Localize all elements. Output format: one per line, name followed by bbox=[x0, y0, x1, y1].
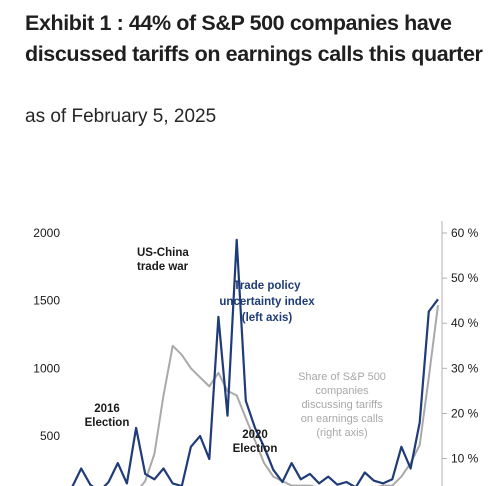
right-tick-label-3: 30 % bbox=[451, 361, 479, 375]
trade-policy-uncertainty-line bbox=[71, 238, 439, 486]
right-tick-label-2: 40 % bbox=[451, 316, 479, 330]
right-tick-label-1: 50 % bbox=[451, 271, 479, 285]
annotation-share-line-3: discussing tariffs bbox=[301, 399, 383, 411]
annotation-tpu-line-1: Trade policy bbox=[233, 280, 301, 292]
annotation-2020-election-year: 2020 bbox=[242, 429, 268, 441]
exhibit-title: Exhibit 1 : 44% of S&P 500 companies hav… bbox=[25, 11, 483, 66]
chart: 2000 1500 1000 500 60 % 50 % 40 % 30 % 20 % 10 %… bbox=[33, 221, 479, 486]
annotation-2016-election-label: Election bbox=[85, 417, 130, 429]
annotation-tpu-line-3: (left axis) bbox=[242, 312, 293, 324]
left-tick-label-1: 1500 bbox=[33, 294, 60, 308]
left-tick-label-3: 500 bbox=[40, 429, 60, 443]
exhibit-subtitle: as of February 5, 2025 bbox=[25, 106, 217, 127]
left-axis: 2000 1500 1000 500 bbox=[33, 226, 60, 443]
annotation-2020-election-label: Election bbox=[233, 443, 278, 455]
right-tick-label-5: 10 % bbox=[451, 452, 479, 466]
annotation-tpu-line-2: uncertainty index bbox=[219, 296, 315, 308]
annotation-us-china-line-2: trade war bbox=[137, 261, 189, 273]
annotation-share-line-1: Share of S&P 500 bbox=[298, 371, 386, 383]
annotation-share-line-4: on earnings calls bbox=[301, 413, 384, 425]
annotation-us-china-line-1: US-China bbox=[137, 247, 189, 259]
right-axis: 60 % 50 % 40 % 30 % 20 % 10 % bbox=[442, 226, 479, 466]
left-tick-label-2: 1000 bbox=[33, 361, 60, 375]
annotation-share-line-5: (right axis) bbox=[316, 427, 367, 439]
annotation-share-line-2: companies bbox=[315, 385, 369, 397]
left-tick-label-0: 2000 bbox=[33, 226, 60, 240]
right-tick-label-4: 20 % bbox=[451, 406, 479, 420]
share-discussing-tariffs-line bbox=[139, 305, 439, 486]
right-tick-label-0: 60 % bbox=[451, 226, 479, 240]
annotation-2016-election-year: 2016 bbox=[94, 403, 120, 415]
